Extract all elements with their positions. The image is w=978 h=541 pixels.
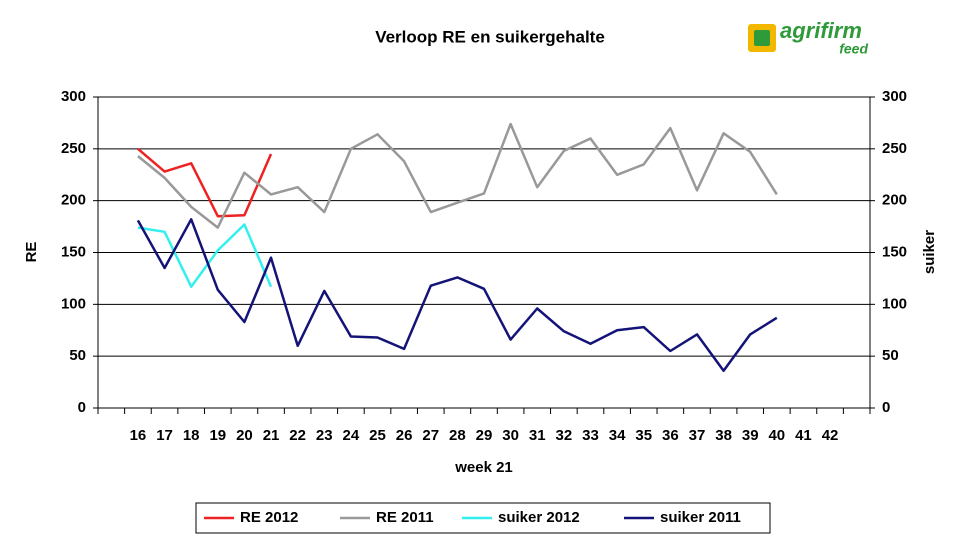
- y-tick-label: 250: [61, 140, 86, 157]
- y-tick-label: 100: [61, 295, 86, 312]
- legend-label: RE 2012: [240, 509, 298, 526]
- legend-label: suiker 2012: [498, 509, 580, 526]
- chart-title: Verloop RE en suikergehalte: [375, 27, 605, 46]
- logo: agrifirm feed: [748, 18, 868, 57]
- x-tick-label: 40: [768, 427, 785, 444]
- y2-tick-label: 0: [882, 399, 890, 416]
- x-tick-label: 23: [316, 427, 333, 444]
- x-tick-label: 19: [209, 427, 226, 444]
- x-tick-label: 36: [662, 427, 679, 444]
- x-tick-label: 35: [635, 427, 652, 444]
- x-tick-label: 28: [449, 427, 466, 444]
- x-tick-label: 21: [263, 427, 280, 444]
- x-tick-label: 20: [236, 427, 253, 444]
- y-tick-label: 200: [61, 192, 86, 209]
- x-tick-label: 27: [422, 427, 439, 444]
- x-tick-label: 30: [502, 427, 519, 444]
- x-tick-label: 34: [609, 427, 626, 444]
- y2-tick-label: 250: [882, 140, 907, 157]
- x-tick-label: 41: [795, 427, 812, 444]
- series-line: [137, 147, 273, 218]
- x-tick-label: 22: [289, 427, 306, 444]
- y2-tick-label: 300: [882, 88, 907, 105]
- y2-axis-label: suiker: [921, 230, 938, 274]
- x-tick-label: 18: [183, 427, 200, 444]
- series-line: [137, 223, 273, 288]
- logo-text: agrifirm: [780, 18, 862, 43]
- y2-tick-label: 50: [882, 347, 899, 364]
- x-tick-label: 37: [689, 427, 706, 444]
- x-axis-label: week 21: [454, 459, 513, 476]
- x-tick-label: 31: [529, 427, 546, 444]
- x-tick-label: 16: [130, 427, 147, 444]
- x-tick-label: 38: [715, 427, 732, 444]
- x-tick-label: 42: [822, 427, 839, 444]
- x-tick-label: 32: [556, 427, 573, 444]
- logo-sub: feed: [839, 41, 868, 57]
- legend-label: RE 2011: [376, 509, 434, 526]
- y2-tick-label: 100: [882, 295, 907, 312]
- x-tick-label: 33: [582, 427, 599, 444]
- x-tick-label: 29: [476, 427, 493, 444]
- series-line: [136, 218, 778, 372]
- y-tick-label: 0: [78, 399, 86, 416]
- y-tick-label: 150: [61, 243, 86, 260]
- y-tick-label: 300: [61, 88, 86, 105]
- y2-tick-label: 150: [882, 243, 907, 260]
- x-tick-label: 17: [156, 427, 173, 444]
- y-axis-label: RE: [23, 242, 40, 263]
- x-tick-label: 26: [396, 427, 413, 444]
- series-line: [137, 122, 778, 229]
- y-tick-label: 50: [69, 347, 86, 364]
- logo-icon-inner: [754, 30, 770, 46]
- x-tick-label: 24: [343, 427, 360, 444]
- x-tick-label: 25: [369, 427, 386, 444]
- legend-label: suiker 2011: [660, 509, 741, 526]
- x-tick-label: 39: [742, 427, 759, 444]
- y2-tick-label: 200: [882, 192, 907, 209]
